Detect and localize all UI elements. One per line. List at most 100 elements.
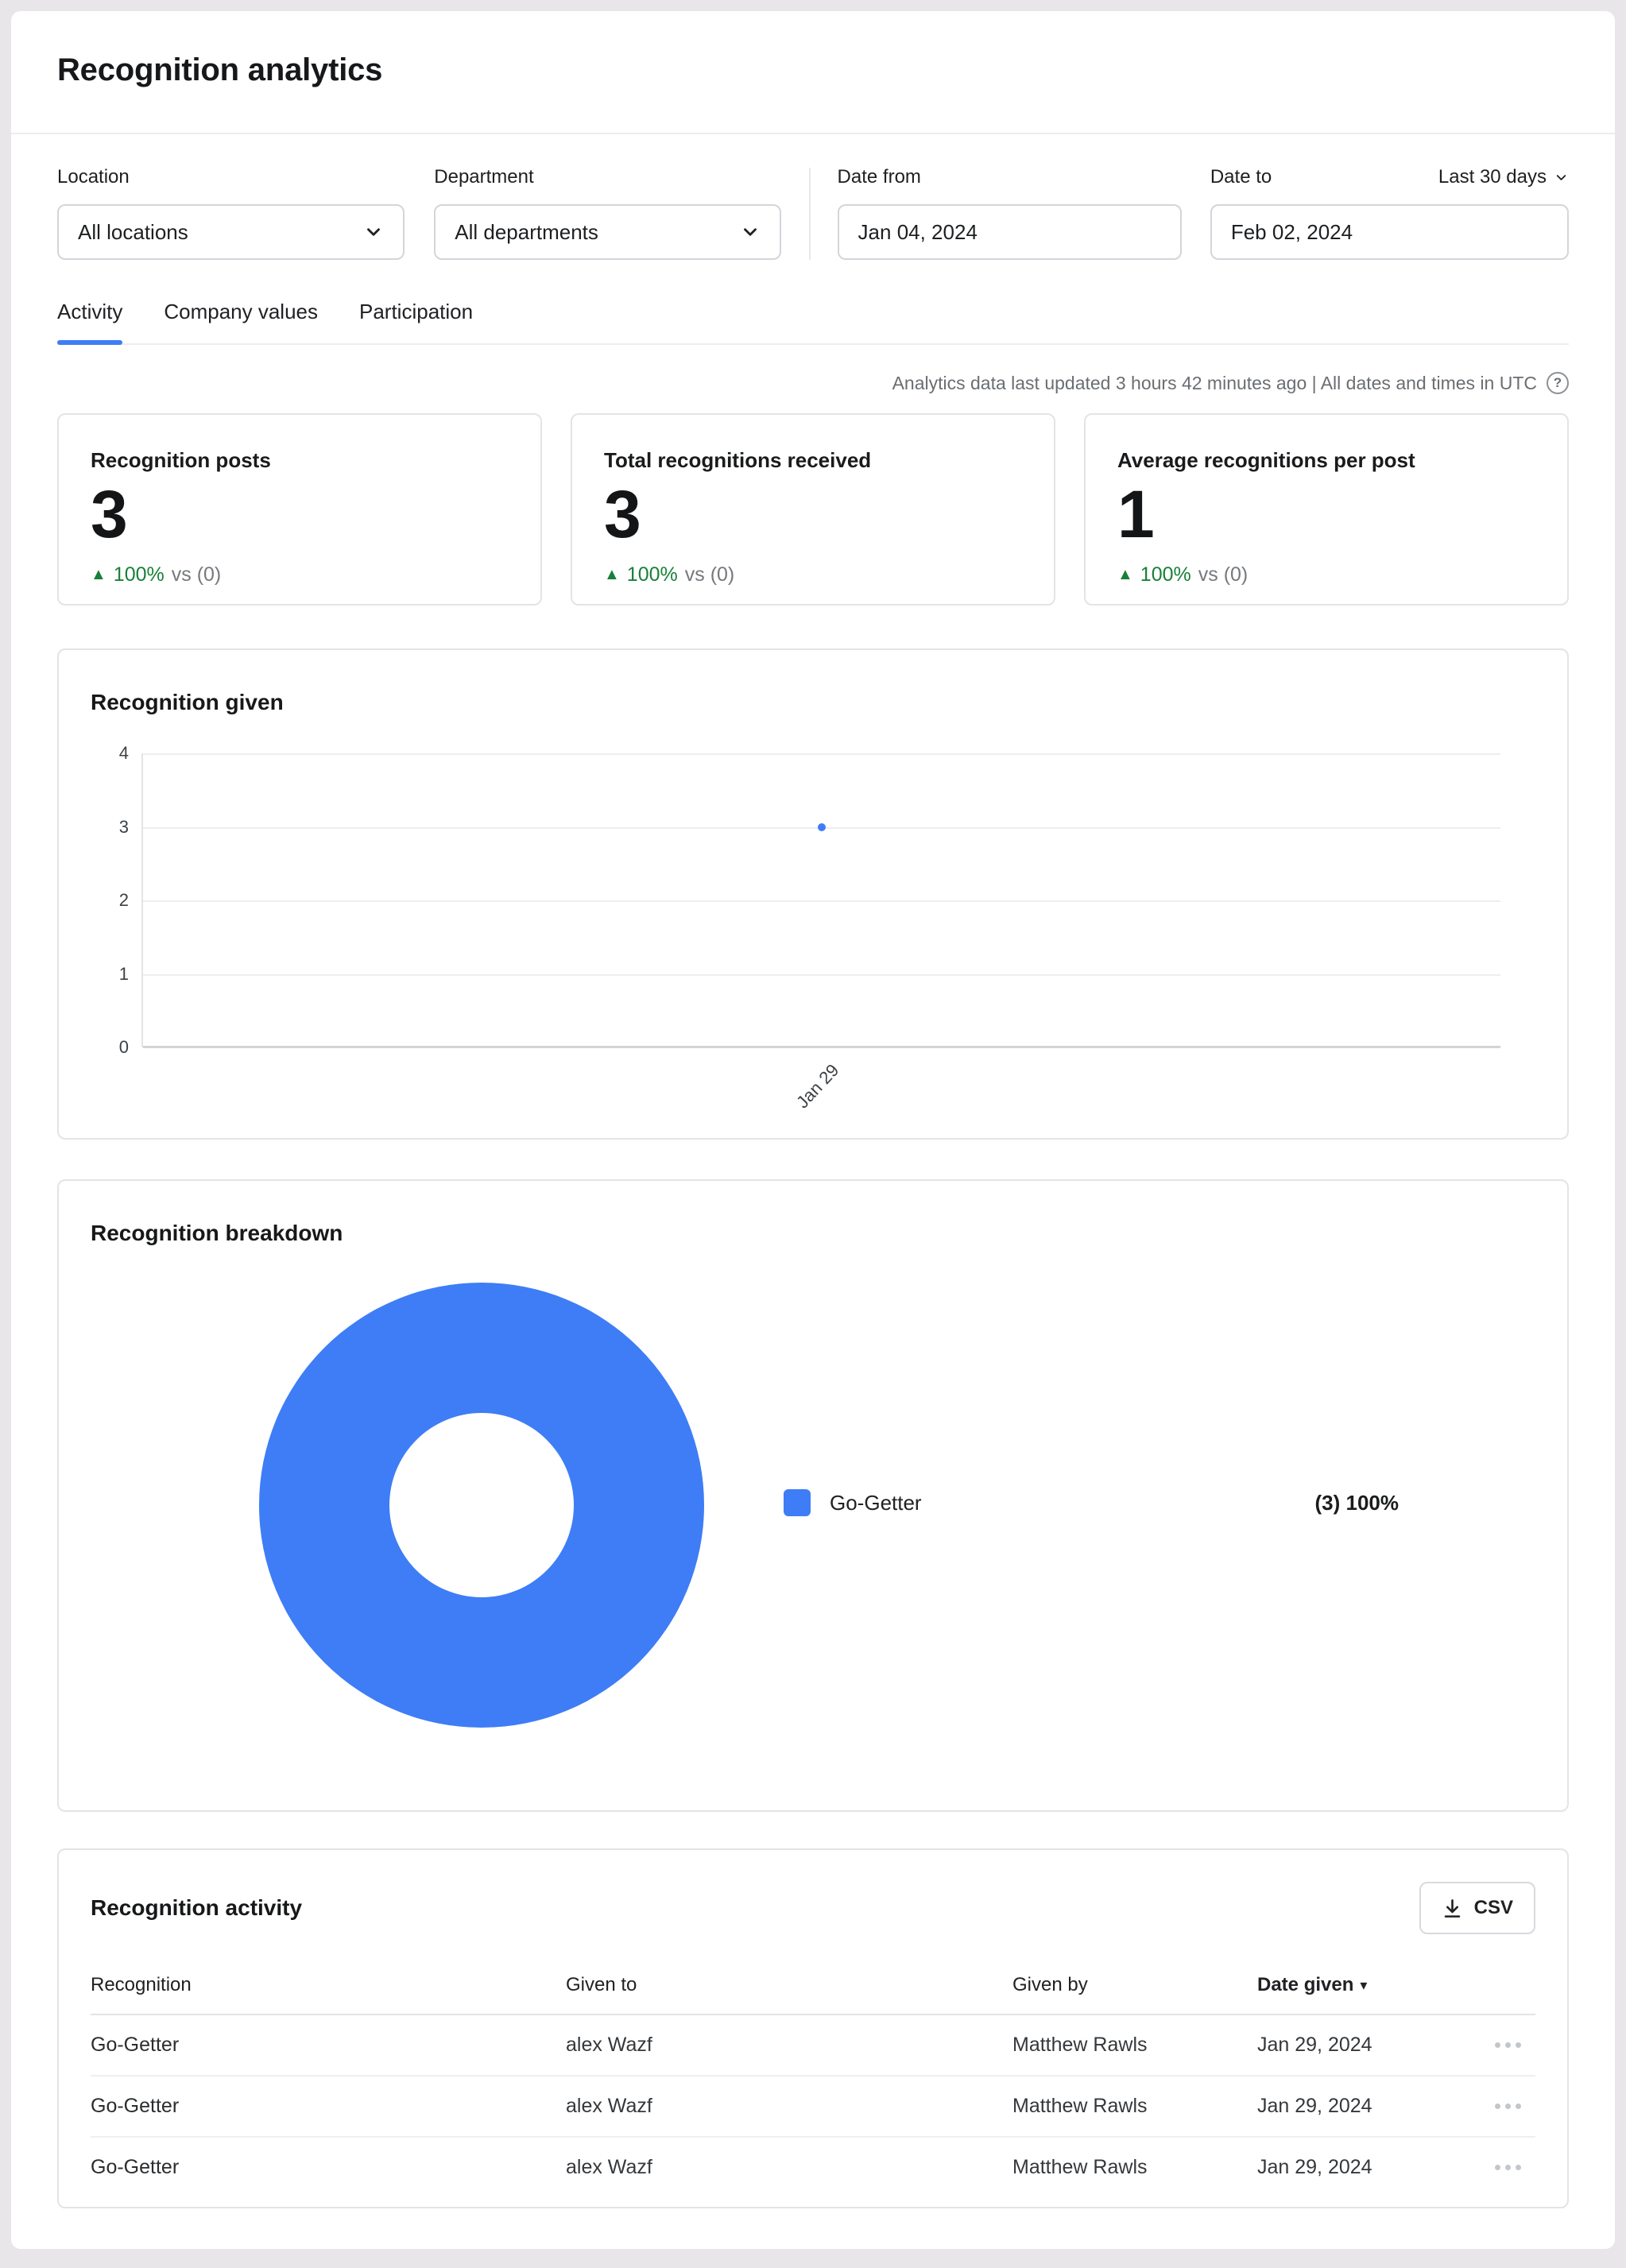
trend-up-icon: ▲ [91, 566, 106, 583]
stat-title: Recognition posts [91, 448, 271, 472]
y-tick: 0 [118, 1037, 129, 1057]
recognition-breakdown-title: Recognition breakdown [91, 1221, 343, 1245]
department-select[interactable]: All departments [434, 204, 781, 260]
csv-export-button[interactable]: CSV [1419, 1882, 1535, 1934]
stat-value: 1 [1117, 477, 1155, 552]
cell-given-to: alex Wazf [566, 2156, 652, 2178]
y-tick: 1 [118, 963, 129, 984]
department-value: All departments [455, 219, 598, 244]
gridline [143, 900, 1500, 902]
cell-recognition: Go-Getter [91, 2095, 180, 2117]
stat-title: Total recognitions received [604, 448, 872, 472]
date-to-input[interactable]: Feb 02, 2024 [1210, 204, 1569, 260]
date-from-label: Date from [837, 166, 921, 188]
date-from-input[interactable]: Jan 04, 2024 [837, 204, 1182, 260]
recognition-activity-card: Recognition activity CSV Recognition Giv… [57, 1848, 1569, 2208]
column-header-date-given[interactable]: Date given ▾ [1257, 1974, 1368, 1995]
recognition-activity-title: Recognition activity [91, 1895, 303, 1920]
activity-header: Recognition activity CSV [91, 1882, 1535, 1934]
recognition-given-title: Recognition given [91, 690, 284, 714]
chevron-down-icon [367, 228, 381, 236]
table-row: Go-Getter alex Wazf Matthew Rawls Jan 29… [91, 2075, 1535, 2136]
tab-bar: Activity Company values Participation [57, 300, 1569, 345]
delta-percent: 100% [1140, 563, 1191, 586]
chevron-down-icon [1556, 174, 1566, 180]
table-row: Go-Getter alex Wazf Matthew Rawls Jan 29… [91, 2015, 1535, 2075]
delta-comparison: vs (0) [171, 563, 222, 586]
column-header-given-by: Given by [1012, 1974, 1088, 1995]
date-range-preset[interactable]: Last 30 days [1438, 166, 1569, 188]
delta-percent: 100% [113, 563, 165, 586]
location-value: All locations [78, 219, 188, 244]
page-title: Recognition analytics [57, 52, 383, 87]
stat-delta: ▲ 100% vs (0) [604, 563, 1022, 586]
cell-date-given: Jan 29, 2024 [1257, 2156, 1372, 2178]
row-overflow-menu-icon[interactable] [1464, 2042, 1535, 2048]
filter-bar: Location All locations Department All de… [11, 134, 1615, 260]
tab-company-values[interactable]: Company values [164, 300, 318, 323]
x-tick-label: Jan 29 [792, 1060, 843, 1113]
department-label: Department [434, 166, 534, 188]
cell-given-by: Matthew Rawls [1012, 2034, 1148, 2056]
trend-up-icon: ▲ [1117, 566, 1133, 583]
legend-value: (3) 100% [1314, 1490, 1400, 1515]
header-divider [11, 133, 1615, 134]
stat-delta: ▲ 100% vs (0) [1117, 563, 1535, 586]
analytics-panel: Recognition analytics Location All locat… [11, 11, 1615, 2249]
y-tick: 2 [118, 890, 129, 910]
gridline [143, 973, 1500, 976]
recognition-breakdown-card: Recognition breakdown Go-Getter (3) 100% [57, 1179, 1569, 1812]
delta-percent: 100% [626, 563, 678, 586]
stat-delta: ▲ 100% vs (0) [91, 563, 509, 586]
table-header-row: Recognition Given to Given by Date given… [91, 1963, 1535, 2015]
location-select[interactable]: All locations [57, 204, 405, 260]
plot-area: Jan 29 [141, 753, 1500, 1112]
recognition-given-card: Recognition given 4 3 2 1 0 Jan 29 [57, 648, 1569, 1140]
stat-value: 3 [91, 477, 128, 552]
date-from-value: Jan 04, 2024 [858, 219, 978, 244]
last-updated-text: Analytics data last updated 3 hours 42 m… [892, 372, 1537, 393]
download-icon [1444, 1898, 1460, 1918]
date-to-value: Feb 02, 2024 [1230, 219, 1353, 244]
gridline [143, 753, 1500, 755]
filter-divider [808, 168, 811, 260]
x-axis-line [143, 1046, 1500, 1048]
donut-hole [389, 1413, 574, 1597]
location-label: Location [57, 166, 130, 188]
tab-activity[interactable]: Activity [57, 300, 123, 345]
column-header-given-to: Given to [566, 1974, 637, 1995]
donut-chart [259, 1283, 704, 1728]
date-to-filter: Date to Last 30 days Feb 02, 2024 [1210, 166, 1569, 260]
stat-card-total-recognitions: Total recognitions received 3 ▲ 100% vs … [571, 413, 1055, 606]
stat-value: 3 [604, 477, 641, 552]
activity-table: Recognition Given to Given by Date given… [91, 1963, 1535, 2197]
data-point-jan29 [818, 822, 826, 831]
stat-card-recognition-posts: Recognition posts 3 ▲ 100% vs (0) [57, 413, 542, 606]
chevron-down-icon [743, 228, 757, 236]
cell-given-by: Matthew Rawls [1012, 2156, 1148, 2178]
stat-cards: Recognition posts 3 ▲ 100% vs (0) Total … [57, 413, 1569, 606]
cell-date-given: Jan 29, 2024 [1257, 2095, 1372, 2117]
legend-item-go-getter: Go-Getter (3) 100% [784, 1489, 1399, 1516]
row-overflow-menu-icon[interactable] [1464, 2165, 1535, 2170]
y-axis-labels: 4 3 2 1 0 [91, 743, 141, 1057]
cell-recognition: Go-Getter [91, 2034, 180, 2056]
date-from-filter: Date from Jan 04, 2024 [837, 166, 1182, 260]
cell-recognition: Go-Getter [91, 2156, 180, 2178]
stat-title: Average recognitions per post [1117, 448, 1415, 472]
help-icon[interactable]: ? [1547, 372, 1569, 394]
cell-given-to: alex Wazf [566, 2095, 652, 2117]
delta-comparison: vs (0) [684, 563, 735, 586]
cell-given-to: alex Wazf [566, 2034, 652, 2056]
row-overflow-menu-icon[interactable] [1464, 2104, 1535, 2109]
cell-date-given: Jan 29, 2024 [1257, 2034, 1372, 2056]
delta-comparison: vs (0) [1198, 563, 1249, 586]
sort-desc-icon: ▾ [1360, 1976, 1368, 1993]
table-row: Go-Getter alex Wazf Matthew Rawls Jan 29… [91, 2136, 1535, 2197]
trend-up-icon: ▲ [604, 566, 620, 583]
column-header-recognition: Recognition [91, 1974, 192, 1995]
date-to-label: Date to [1210, 166, 1272, 188]
legend-swatch [784, 1489, 811, 1516]
tab-participation[interactable]: Participation [359, 300, 474, 323]
